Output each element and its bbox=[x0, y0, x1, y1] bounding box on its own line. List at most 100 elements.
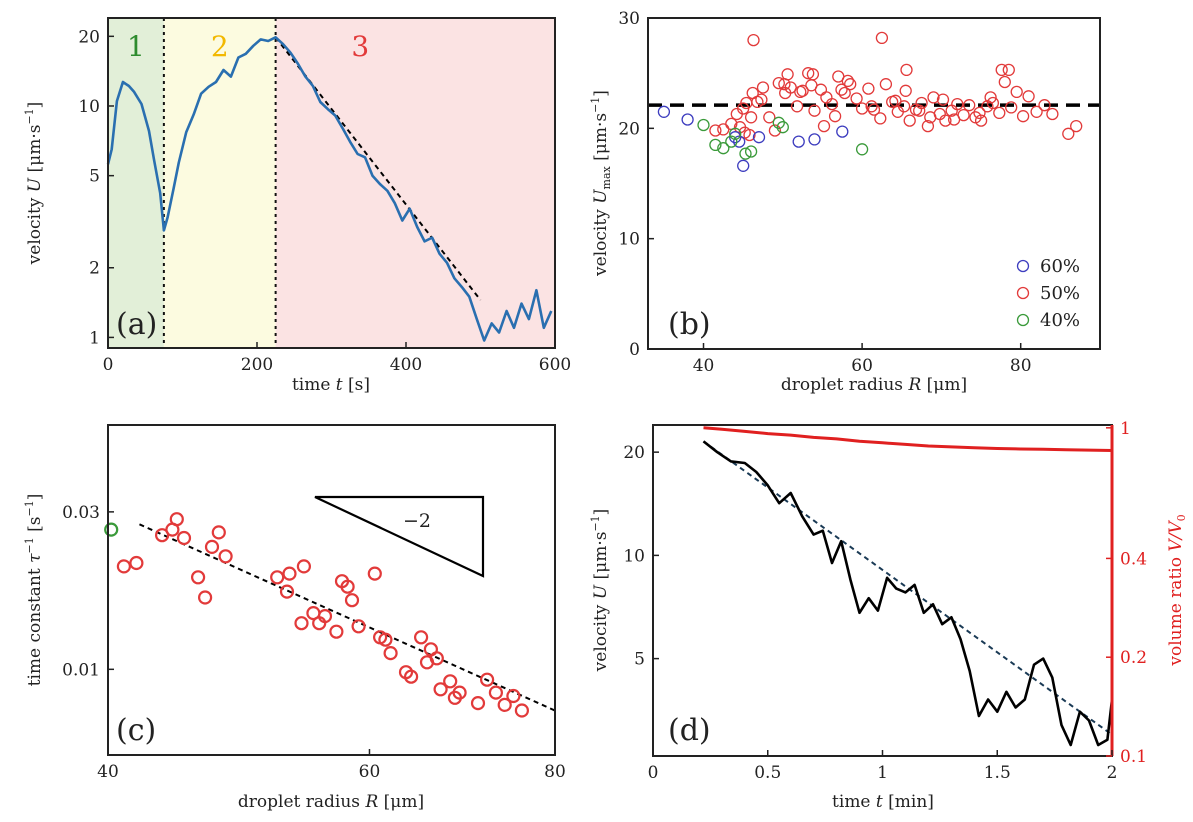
c-point-50% bbox=[351, 619, 366, 634]
c-xtick-label: 60 bbox=[359, 762, 381, 782]
b-point-40% bbox=[697, 118, 710, 132]
c-point-50% bbox=[443, 674, 458, 689]
b-xlabel: droplet radius R [μm] bbox=[781, 375, 967, 395]
b-point-60% bbox=[792, 135, 805, 148]
d-yticks-right: 0.1 0.2 0.4 1 bbox=[1106, 419, 1147, 767]
d-xtick-label: 1.5 bbox=[984, 763, 1011, 783]
c-fit bbox=[139, 523, 556, 712]
b-point-40% bbox=[772, 116, 785, 129]
c-slope-triangle bbox=[314, 495, 485, 578]
c-point-50% bbox=[429, 651, 444, 666]
d-ylabel: velocity U [μm·s−1] bbox=[589, 509, 611, 673]
b-point-40% bbox=[717, 142, 730, 155]
b-point-50% bbox=[802, 67, 815, 80]
b-ytick-label: 30 bbox=[618, 9, 640, 29]
b-point-60% bbox=[733, 135, 746, 148]
a-xtick-label: 0 bbox=[103, 355, 114, 375]
b-point-50% bbox=[850, 92, 863, 105]
d-ytick-label: 10 bbox=[623, 546, 645, 566]
b-point-50% bbox=[825, 97, 839, 111]
b-point-50% bbox=[817, 119, 831, 133]
b-point-50% bbox=[973, 106, 986, 120]
a-region-labels: 1 2 3 bbox=[127, 30, 369, 63]
b-legend-label: 40% bbox=[1040, 310, 1080, 331]
c-slope-triangle-shape bbox=[314, 495, 485, 578]
b-point-50% bbox=[947, 113, 961, 126]
b-point-50% bbox=[939, 114, 952, 127]
c-point-50% bbox=[129, 555, 144, 571]
d-series-left bbox=[702, 440, 1114, 747]
b-point-50% bbox=[963, 99, 976, 112]
d-xtick-label: 0 bbox=[648, 763, 659, 783]
c-point-50% bbox=[488, 685, 503, 700]
b-legend-label: 50% bbox=[1040, 283, 1080, 304]
b-point-50% bbox=[900, 63, 913, 77]
c-point-50% bbox=[279, 584, 295, 599]
d-fit bbox=[702, 440, 1113, 736]
a-xtick-label: 400 bbox=[390, 355, 422, 375]
b-yticks: 0 10 20 30 bbox=[618, 9, 654, 360]
c-slope-label: −2 bbox=[403, 510, 431, 532]
b-ytick-label: 0 bbox=[629, 340, 640, 360]
b-point-50% bbox=[874, 112, 887, 125]
d-xtick-label: 2 bbox=[1107, 763, 1118, 783]
d-volume-line bbox=[703, 426, 1113, 452]
b-point-50% bbox=[984, 91, 997, 104]
c-ytick-label: 0.01 bbox=[62, 660, 100, 680]
b-legend-label: 60% bbox=[1040, 256, 1080, 277]
b-point-60% bbox=[808, 133, 821, 146]
b-xticks: 40 60 80 bbox=[693, 343, 1032, 376]
b-point-50% bbox=[1005, 101, 1018, 114]
d-yticks: 5 10 20 bbox=[623, 443, 659, 670]
b-point-50% bbox=[1062, 127, 1075, 140]
b-point-50% bbox=[835, 83, 848, 96]
b-point-50% bbox=[841, 74, 854, 88]
c-ylabel: time constant τ−1 [s−1] bbox=[23, 494, 45, 687]
region-label-1: 1 bbox=[127, 30, 145, 63]
b-ytick-label: 10 bbox=[618, 230, 640, 250]
b-point-50% bbox=[897, 100, 911, 113]
b-point-50% bbox=[790, 100, 804, 113]
b-point-50% bbox=[717, 123, 730, 136]
b-point-50% bbox=[1030, 105, 1043, 118]
b-point-50% bbox=[768, 124, 782, 137]
c-point-50% bbox=[497, 697, 512, 713]
b-point-50% bbox=[763, 111, 776, 124]
b-point-50% bbox=[751, 95, 764, 109]
b-point-50% bbox=[755, 93, 768, 106]
c-point-50% bbox=[404, 669, 419, 684]
b-point-40% bbox=[729, 127, 742, 140]
a-xticks: 0 200 400 600 bbox=[103, 342, 571, 375]
b-point-50% bbox=[899, 84, 912, 97]
c-point-50% bbox=[204, 539, 220, 555]
c-point-50% bbox=[218, 549, 233, 564]
d-right-ytick-label: 1 bbox=[1120, 419, 1131, 439]
b-point-50% bbox=[913, 104, 926, 117]
b-point-50% bbox=[1002, 63, 1015, 77]
region-1 bbox=[108, 18, 164, 348]
b-point-50% bbox=[806, 68, 820, 81]
c-xlabel: droplet radius R [μm] bbox=[238, 792, 424, 812]
b-point-50% bbox=[867, 103, 881, 116]
b-point-60% bbox=[681, 113, 694, 126]
a-frame bbox=[107, 17, 556, 349]
c-point-50% bbox=[452, 685, 467, 700]
b-point-50% bbox=[855, 102, 869, 115]
c-point-50% bbox=[270, 570, 285, 585]
c-point-50% bbox=[191, 570, 206, 585]
b-point-50% bbox=[844, 78, 857, 91]
b-point-50% bbox=[986, 96, 1000, 110]
region-2 bbox=[163, 18, 276, 348]
c-point-50% bbox=[294, 616, 309, 631]
c-point-50% bbox=[282, 566, 297, 581]
d-velocity-line bbox=[702, 440, 1114, 747]
b-ylabel: velocity Umax [μm·s−1] bbox=[589, 90, 613, 277]
c-fit-line bbox=[139, 523, 556, 712]
c-xtick-label: 40 bbox=[97, 762, 119, 782]
a-xtick-label: 600 bbox=[539, 355, 571, 375]
d-ytick-label: 20 bbox=[623, 443, 645, 463]
b-point-50% bbox=[1038, 99, 1051, 112]
b-point-50% bbox=[772, 76, 785, 90]
c-point-50% bbox=[378, 632, 393, 647]
b-legend-marker bbox=[1016, 286, 1030, 300]
